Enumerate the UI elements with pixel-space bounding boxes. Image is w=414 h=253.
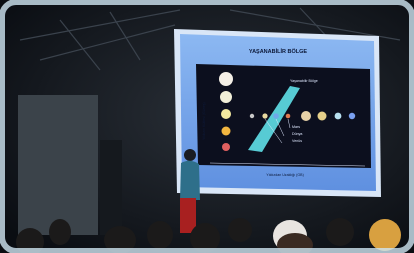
- planet-label: Mars: [292, 125, 300, 129]
- page: YAŞANABİLİR BÖLGE Yaşanabilir Bölge Mars…: [0, 0, 414, 253]
- planet-label: Dünya: [292, 132, 302, 136]
- x-axis-label: Yıldızdan Uzaklığı (GB): [266, 173, 304, 177]
- slide-title: YAŞANABİLİR BÖLGE: [249, 48, 307, 55]
- y-axis-label: Yıldızın Kütlesi (Güneş): [202, 102, 206, 140]
- photo: YAŞANABİLİR BÖLGE Yaşanabilir Bölge Mars…: [0, 0, 414, 253]
- doorway: [100, 140, 122, 235]
- planet-label: Venüs: [292, 139, 302, 143]
- zone-label: Yaşanabilir Bölge: [290, 79, 318, 83]
- wall-panel: [18, 95, 98, 235]
